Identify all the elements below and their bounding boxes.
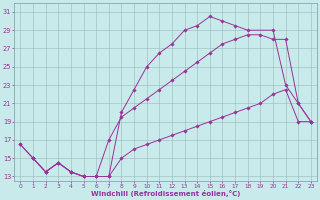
X-axis label: Windchill (Refroidissement éolien,°C): Windchill (Refroidissement éolien,°C) <box>91 190 240 197</box>
